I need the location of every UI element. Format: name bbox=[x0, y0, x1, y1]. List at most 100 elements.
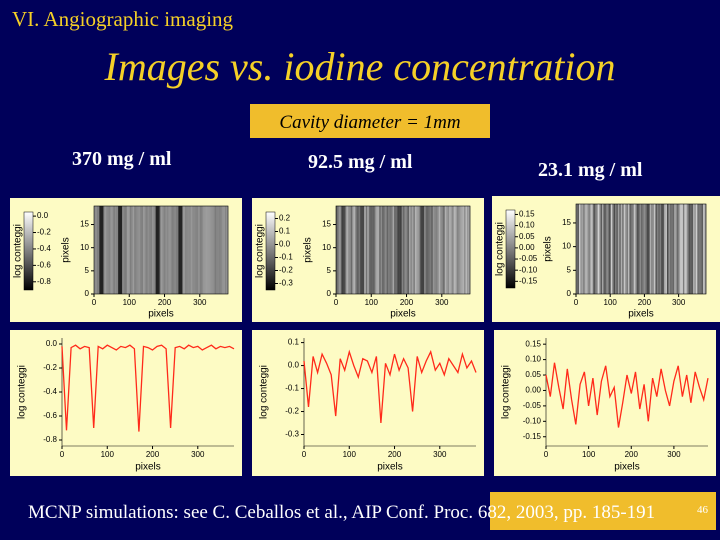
y-tick-label: 15 bbox=[322, 220, 331, 229]
image-texture bbox=[606, 204, 609, 294]
image-texture bbox=[374, 206, 377, 294]
x-tick-label: 0 bbox=[574, 298, 579, 307]
colorbar-tick-label: -0.3 bbox=[279, 279, 293, 288]
colorbar bbox=[505, 209, 516, 289]
y-tick-label: -0.8 bbox=[43, 435, 57, 444]
image-texture bbox=[594, 204, 597, 294]
image-texture bbox=[626, 204, 629, 294]
image-texture bbox=[365, 206, 368, 294]
image-texture bbox=[423, 206, 426, 294]
colorbar-tick-label: -0.8 bbox=[37, 277, 51, 286]
image-texture bbox=[113, 206, 116, 294]
image-texture bbox=[602, 204, 604, 294]
image-texture bbox=[226, 206, 229, 294]
image-texture bbox=[383, 206, 386, 294]
profile-line bbox=[303, 349, 477, 424]
image-texture bbox=[172, 206, 175, 294]
image-texture bbox=[698, 204, 701, 294]
image-texture bbox=[126, 206, 129, 294]
image-texture bbox=[184, 206, 187, 294]
image-texture bbox=[583, 204, 585, 294]
image-texture bbox=[590, 204, 593, 294]
image-texture bbox=[600, 204, 603, 294]
image-texture bbox=[171, 206, 174, 294]
image-texture bbox=[428, 206, 431, 294]
y-tick-label: 0.10 bbox=[525, 355, 541, 364]
image-texture bbox=[190, 206, 193, 294]
y-tick-label: 0 bbox=[567, 289, 572, 298]
image-texture bbox=[623, 204, 626, 294]
image-texture bbox=[144, 206, 147, 294]
image-texture bbox=[468, 206, 471, 294]
image-texture bbox=[704, 204, 707, 294]
x-tick-label: 0 bbox=[92, 298, 97, 307]
y-tick-label: 10 bbox=[80, 243, 89, 252]
image-texture bbox=[382, 206, 384, 294]
image-texture bbox=[213, 206, 215, 294]
image-texture bbox=[389, 206, 392, 294]
image-texture bbox=[701, 204, 704, 294]
image-texture bbox=[353, 206, 356, 294]
image-texture bbox=[667, 204, 669, 294]
image-texture bbox=[114, 206, 117, 294]
image-texture bbox=[137, 206, 139, 294]
colorbar-tick-label: 0.10 bbox=[519, 221, 535, 230]
x-tick-label: 200 bbox=[388, 450, 402, 459]
y-tick-label: 0.0 bbox=[46, 339, 58, 348]
image-texture bbox=[446, 206, 448, 294]
y-tick-label: 5 bbox=[85, 266, 90, 275]
image-stripe bbox=[397, 206, 402, 294]
image-texture bbox=[662, 204, 665, 294]
image-texture bbox=[426, 206, 429, 294]
image-texture bbox=[202, 206, 205, 294]
image-texture bbox=[344, 206, 347, 294]
panel-background bbox=[252, 330, 484, 476]
image-texture bbox=[204, 206, 206, 294]
x-tick-label: 200 bbox=[638, 298, 652, 307]
image-texture bbox=[669, 204, 672, 294]
y-tick-label: -0.3 bbox=[285, 430, 299, 439]
subtitle-box bbox=[250, 104, 490, 138]
panels: 0.0 -0.2 -0.4 -0.6 -0.8 log conteggi 0 5 10 15 0 10… bbox=[10, 196, 720, 476]
image-texture bbox=[697, 204, 700, 294]
image-texture bbox=[177, 206, 180, 294]
image-texture bbox=[394, 206, 396, 294]
image-texture bbox=[591, 204, 594, 294]
image-texture bbox=[584, 204, 587, 294]
image-frame bbox=[575, 203, 707, 295]
panel-background bbox=[494, 330, 716, 476]
image-texture bbox=[452, 206, 454, 294]
x-tick-label: 300 bbox=[435, 298, 449, 307]
image-texture bbox=[367, 206, 370, 294]
image-texture bbox=[175, 206, 178, 294]
image-texture bbox=[392, 206, 395, 294]
image-stripe bbox=[118, 206, 123, 294]
image-texture bbox=[642, 204, 645, 294]
image-texture bbox=[620, 204, 623, 294]
image-texture bbox=[105, 206, 108, 294]
image-texture bbox=[181, 206, 184, 294]
image-texture bbox=[425, 206, 428, 294]
image-texture bbox=[619, 204, 622, 294]
image-texture bbox=[134, 206, 136, 294]
image-texture bbox=[165, 206, 168, 294]
image-texture bbox=[596, 204, 598, 294]
image-texture bbox=[580, 204, 583, 294]
colorbar-tick-label: -0.15 bbox=[519, 276, 538, 285]
image-texture bbox=[146, 206, 148, 294]
image-texture bbox=[694, 204, 697, 294]
image-texture bbox=[455, 206, 457, 294]
image-texture bbox=[678, 204, 681, 294]
image-texture bbox=[225, 206, 227, 294]
image-texture bbox=[211, 206, 214, 294]
image-texture bbox=[467, 206, 469, 294]
x-tick-label: 0 bbox=[302, 450, 307, 459]
image-texture bbox=[116, 206, 119, 294]
y-tick-label: 15 bbox=[80, 220, 89, 229]
image-texture bbox=[462, 206, 465, 294]
image-texture bbox=[690, 204, 692, 294]
image-texture bbox=[610, 204, 613, 294]
image-texture bbox=[108, 206, 111, 294]
colorbar-tick-label: 0.15 bbox=[519, 210, 535, 219]
image-texture bbox=[661, 204, 663, 294]
